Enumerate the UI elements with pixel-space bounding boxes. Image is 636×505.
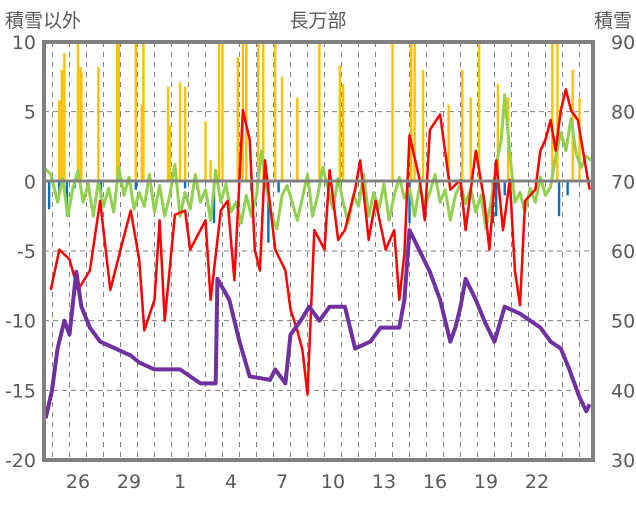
x-tick-label: 16 xyxy=(423,471,447,493)
right-tick-label: 50 xyxy=(611,311,635,333)
yellow-bars-bar xyxy=(496,83,500,182)
yellow-bars-bar xyxy=(115,42,119,182)
blue-bars-bar xyxy=(495,181,498,217)
yellow-bars-bar xyxy=(204,121,207,182)
yellow-bars-bar xyxy=(140,104,143,182)
yellow-bars-bar xyxy=(342,83,345,182)
right-y-ticks: 90 80 70 60 50 40 30 xyxy=(611,32,635,472)
yellow-bars-bar xyxy=(478,42,481,182)
right-tick-label: 60 xyxy=(611,241,635,263)
left-tick-label: -5 xyxy=(17,241,36,263)
yellow-bars-bar xyxy=(236,57,239,182)
x-tick-label: 22 xyxy=(525,471,549,493)
blue-bars-bar xyxy=(277,181,280,193)
yellow-bars-bar xyxy=(63,53,66,182)
left-y-ticks: 10 5 0 -5 -10 -15 -20 xyxy=(5,32,36,472)
yellow-bars-bar xyxy=(461,69,464,182)
blue-bars-bar xyxy=(47,181,51,210)
plot-frame xyxy=(42,40,595,462)
yellow-bars-bar xyxy=(469,97,472,182)
blue-bars-bar xyxy=(134,181,137,190)
yellow-bars-bar xyxy=(76,42,80,182)
yellow-bars-bar xyxy=(262,42,265,182)
left-tick-label: -10 xyxy=(5,311,36,333)
blue-bars-bar xyxy=(408,181,411,224)
yellow-bars-bar xyxy=(183,86,187,182)
yellow-bars-bar xyxy=(60,69,64,182)
yellow-bars-bar xyxy=(296,97,299,182)
left-tick-label: 10 xyxy=(12,32,36,54)
left-tick-label: 0 xyxy=(24,171,36,193)
purple-series-line xyxy=(43,228,592,419)
blue-bars-bar xyxy=(183,181,187,189)
x-tick-label: 13 xyxy=(372,471,396,493)
yellow-bars-bar xyxy=(421,69,425,182)
yellow-bars-bar xyxy=(221,42,224,182)
bars xyxy=(47,42,581,243)
yellow-bars-bar xyxy=(117,42,120,182)
blue-bars-bar xyxy=(503,181,506,196)
yellow-bars-bar xyxy=(274,42,277,182)
series-lines xyxy=(42,88,593,419)
right-tick-label: 80 xyxy=(611,102,635,124)
yellow-bars-bar xyxy=(556,42,559,182)
x-tick-label: 7 xyxy=(276,471,288,493)
yellow-bars-bar xyxy=(280,76,284,182)
left-tick-label: -20 xyxy=(5,450,36,472)
right-tick-label: 90 xyxy=(611,32,635,54)
yellow-bars-bar xyxy=(551,42,554,182)
yellow-bars-bar xyxy=(257,42,260,182)
right-tick-label: 70 xyxy=(611,171,635,193)
yellow-bars-bar xyxy=(413,42,416,182)
chart-title: 長万部 xyxy=(289,10,346,32)
yellow-bars-bar xyxy=(142,42,145,182)
blue-bars-bar xyxy=(557,181,561,217)
yellow-bars-bar xyxy=(578,97,581,182)
yellow-bars-bar xyxy=(318,42,321,182)
yellow-bars-bar xyxy=(447,104,450,182)
right-tick-label: 30 xyxy=(611,450,635,472)
yellow-bars-bar xyxy=(245,42,248,182)
yellow-bars-bar xyxy=(134,42,137,182)
left-tick-label: -15 xyxy=(5,380,36,402)
x-tick-label: 29 xyxy=(117,471,141,493)
x-ticks: 26 29 1 4 7 10 13 16 19 22 xyxy=(66,471,549,493)
yellow-bars-bar xyxy=(80,72,83,182)
left-axis-label: 積雪以外 xyxy=(5,10,81,32)
yellow-bars-bar xyxy=(391,42,394,182)
yellow-bars-bar xyxy=(58,100,61,182)
blue-bars-bar xyxy=(267,181,270,243)
red-series-line xyxy=(49,88,591,396)
x-tick-label: 1 xyxy=(174,471,186,493)
yellow-bars-bar xyxy=(410,42,413,182)
yellow-bars-bar xyxy=(166,86,170,182)
left-tick-label: 5 xyxy=(24,102,36,124)
yellow-bars-bar xyxy=(97,67,100,182)
yellow-bars-bar xyxy=(178,82,182,182)
x-tick-label: 19 xyxy=(474,471,498,493)
yellow-bars-bar xyxy=(209,160,212,182)
blue-bars-bar xyxy=(212,181,216,224)
right-axis-label: 積雪 xyxy=(594,10,632,32)
right-tick-label: 40 xyxy=(611,380,635,402)
x-tick-label: 10 xyxy=(321,471,345,493)
yellow-bars-bar xyxy=(168,125,171,182)
blue-bars-bar xyxy=(566,181,569,196)
yellow-bars-bar xyxy=(217,42,221,182)
x-tick-label: 4 xyxy=(225,471,237,493)
x-tick-label: 26 xyxy=(66,471,90,493)
yellow-bars-bar xyxy=(338,65,341,182)
